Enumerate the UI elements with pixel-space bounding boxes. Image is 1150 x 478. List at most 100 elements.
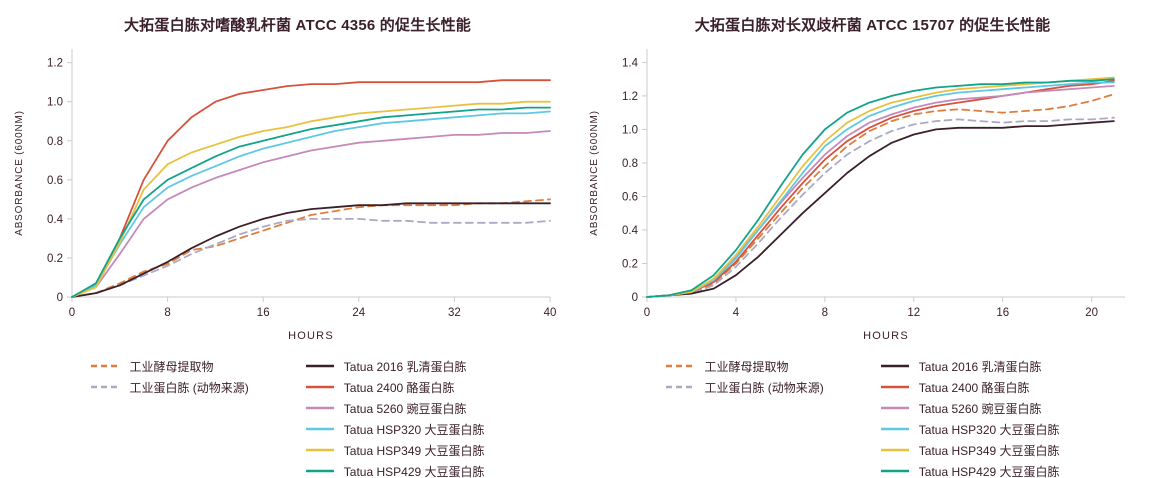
legend-label: Tatua HSP429 大豆蛋白胨 — [343, 464, 485, 478]
solid-line-swatch — [880, 385, 909, 389]
x-tick-label: 8 — [164, 307, 170, 319]
legend-label: Tatua 2016 乳清蛋白胨 — [918, 359, 1042, 374]
legend-item: 工业酵母提取物 — [90, 359, 248, 374]
series-line-1 — [70, 217, 551, 298]
legend-item: Tatua 5260 豌豆蛋白胨 — [880, 401, 1060, 416]
legend-item: Tatua 5260 豌豆蛋白胨 — [305, 401, 485, 416]
series-line-3 — [70, 79, 551, 298]
legend-label: Tatua HSP429 大豆蛋白胨 — [918, 464, 1060, 478]
series-line-1 — [645, 116, 1115, 298]
chart-panel-left: 大拓蛋白胨对嗜酸乳杆菌 ATCC 4356 的促生长性能 0 8 16 24 32 40 0… — [0, 17, 575, 478]
x-tick-label: 16 — [256, 307, 269, 319]
x-tick-label: 0 — [643, 307, 649, 319]
dashed-line-swatch — [91, 385, 120, 389]
chart-title-right: 大拓蛋白胨对长双歧杆菌 ATCC 15707 的促生长性能 — [694, 17, 1051, 34]
legend-label: Tatua 2400 酪蛋白胨 — [918, 380, 1030, 395]
dashed-line-swatch — [666, 385, 695, 389]
x-tick-label: 32 — [448, 307, 461, 319]
legend-item: Tatua 2016 乳清蛋白胨 — [880, 359, 1060, 374]
legend-label: 工业蛋白胨 (动物来源) — [129, 380, 249, 395]
series-line-2 — [645, 120, 1115, 298]
legend-column-2: Tatua 2016 乳清蛋白胨 Tatua 2400 酪蛋白胨 Tatua 526… — [305, 359, 485, 478]
y-tick-label: 0 — [631, 292, 637, 304]
series-line-2 — [70, 202, 551, 298]
solid-line-swatch — [305, 406, 334, 410]
legend-item: Tatua 2400 酪蛋白胨 — [880, 380, 1060, 395]
legend-label: 工业酵母提取物 — [704, 359, 789, 374]
legend-label: Tatua HSP320 大豆蛋白胨 — [918, 422, 1060, 437]
legend-item: 工业蛋白胨 (动物来源) — [90, 380, 249, 395]
series-line-0 — [645, 93, 1115, 298]
legend-item: Tatua HSP429 大豆蛋白胨 — [880, 464, 1060, 478]
solid-line-swatch — [880, 469, 909, 473]
solid-line-swatch — [305, 448, 334, 452]
x-axis-title: HOURS — [863, 330, 909, 342]
y-tick-label: 0.6 — [622, 191, 638, 203]
series-line-4 — [70, 130, 551, 298]
solid-line-swatch — [305, 469, 334, 473]
y-tick-label: 1.2 — [47, 58, 63, 70]
legend-label: Tatua HSP320 大豆蛋白胨 — [343, 422, 485, 437]
legend-label: Tatua HSP349 大豆蛋白胨 — [343, 443, 485, 458]
series-line-6 — [70, 100, 551, 298]
y-tick-label: 0.4 — [47, 214, 64, 226]
dashed-line-swatch — [91, 364, 120, 368]
legend-column-1: 工业酵母提取物工业蛋白胨 (动物来源) — [90, 359, 249, 395]
y-tick-label: 1.0 — [47, 97, 63, 109]
y-tick-label: 0 — [56, 292, 62, 304]
legend-item: Tatua 2016 乳清蛋白胨 — [305, 359, 485, 374]
y-tick-label: 1.2 — [622, 91, 638, 103]
legend-label: 工业酵母提取物 — [129, 359, 214, 374]
solid-line-swatch — [880, 406, 909, 410]
x-tick-label: 40 — [543, 307, 556, 319]
y-tick-label: 1.0 — [622, 124, 638, 136]
y-tick-label: 1.4 — [622, 57, 639, 69]
x-axis-title: HOURS — [288, 330, 334, 342]
solid-line-swatch — [305, 385, 334, 389]
legend-item: Tatua HSP320 大豆蛋白胨 — [880, 422, 1060, 437]
legend-label: 工业蛋白胨 (动物来源) — [704, 380, 824, 395]
legend-label: Tatua HSP349 大豆蛋白胨 — [918, 443, 1060, 458]
dashed-line-swatch — [666, 364, 695, 368]
chart-panel-right: 大拓蛋白胨对长双歧杆菌 ATCC 15707 的促生长性能 0 4 8 12 16 20 0… — [575, 0, 1150, 478]
x-tick-label: 24 — [352, 307, 365, 319]
solid-line-swatch — [880, 427, 909, 431]
y-tick-label: 0.2 — [47, 253, 63, 265]
line-chart-right: 0 4 8 12 16 20 0 0.2 0.4 0.6 0.8 1.0 1.2 1.4 HOURS ABSO… — [589, 49, 1125, 342]
legend-item: Tatua HSP349 大豆蛋白胨 — [880, 443, 1060, 458]
y-tick-label: 0.8 — [622, 158, 638, 170]
y-tick-label: 0.6 — [47, 175, 63, 187]
x-tick-label: 20 — [1085, 307, 1098, 319]
line-chart-left: 0 8 16 24 32 40 0 0.2 0.4 0.6 0.8 1.0 1.2 HOURS ABSORB… — [14, 49, 556, 342]
y-tick-label: 0.2 — [622, 258, 638, 270]
legend-label: Tatua 2400 酪蛋白胨 — [343, 380, 455, 395]
series-line-0 — [70, 198, 551, 298]
series-line-7 — [645, 78, 1115, 298]
x-tick-label: 8 — [821, 307, 827, 319]
legend-label: Tatua 5260 豌豆蛋白胨 — [343, 401, 467, 416]
x-tick-label: 0 — [68, 307, 74, 319]
x-tick-label: 12 — [907, 307, 920, 319]
legend-item: 工业蛋白胨 (动物来源) — [665, 380, 824, 395]
x-tick-label: 16 — [996, 307, 1009, 319]
legend-item: Tatua HSP429 大豆蛋白胨 — [305, 464, 485, 478]
y-axis-title: ABSORBANCE (600NM) — [589, 110, 600, 236]
solid-line-swatch — [305, 427, 334, 431]
y-axis-title: ABSORBANCE (600NM) — [14, 110, 25, 236]
solid-line-swatch — [880, 364, 909, 368]
series-line-5 — [70, 110, 551, 298]
legend-left: 工业酵母提取物 工业蛋白胨 (动物来源) Tatua 2016 乳清蛋白胨 Tatua… — [0, 359, 575, 478]
legend-label: Tatua 5260 豌豆蛋白胨 — [918, 401, 1042, 416]
chart-title-left: 大拓蛋白胨对嗜酸乳杆菌 ATCC 4356 的促生长性能 — [123, 17, 472, 34]
series-line-3 — [645, 79, 1115, 298]
series-line-5 — [645, 81, 1115, 298]
series-line-6 — [645, 76, 1115, 298]
legend-label: Tatua 2016 乳清蛋白胨 — [343, 359, 467, 374]
x-tick-label: 4 — [732, 307, 739, 319]
legend-item: Tatua 2400 酪蛋白胨 — [305, 380, 485, 395]
y-tick-label: 0.4 — [622, 225, 639, 237]
y-tick-label: 0.8 — [47, 136, 63, 148]
legend-item: Tatua HSP349 大豆蛋白胨 — [305, 443, 485, 458]
legend-item: 工业酵母提取物 — [665, 359, 823, 374]
